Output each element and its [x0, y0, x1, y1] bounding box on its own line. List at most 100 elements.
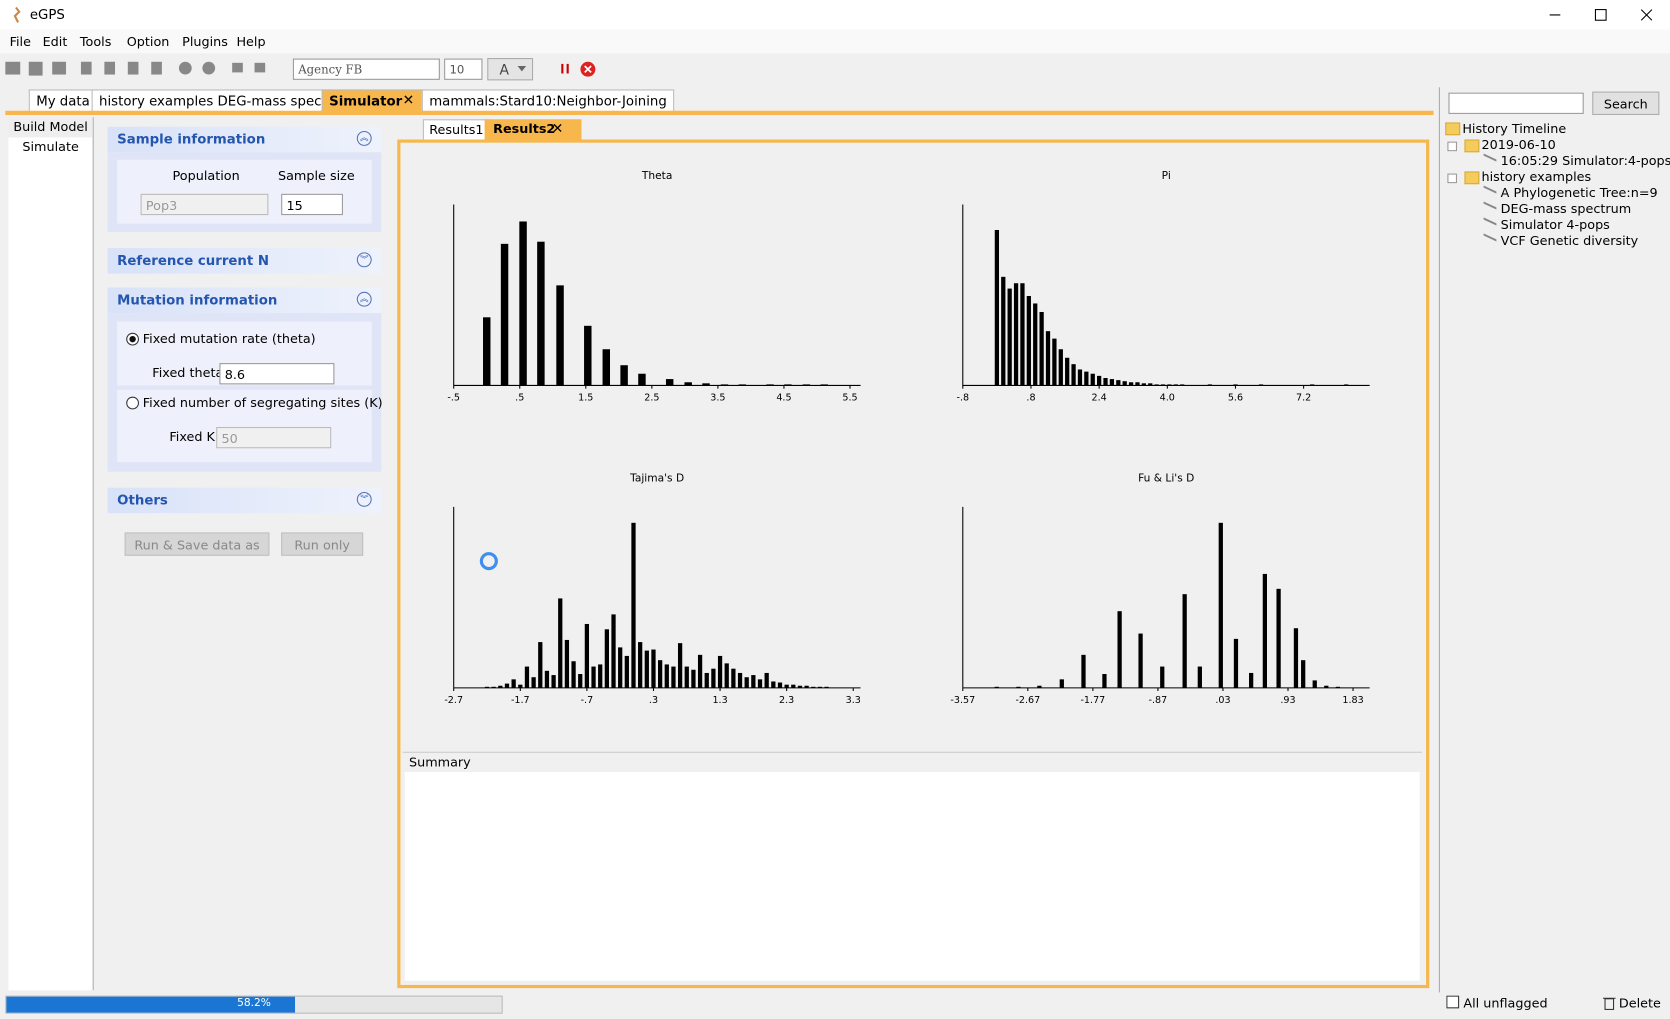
tree-leaf[interactable]: A Phylogenetic Tree:n=9	[1500, 185, 1658, 201]
bar	[1249, 672, 1254, 688]
bar	[1182, 594, 1187, 688]
tab-close[interactable]: ✕	[402, 92, 415, 109]
x-tick-label: 4.0	[1160, 392, 1175, 403]
radio[interactable]	[126, 396, 140, 410]
section-header[interactable]: Sample information ︽	[107, 126, 382, 153]
window-controls[interactable]	[1534, 0, 1670, 30]
menu-item[interactable]: Edit	[42, 34, 68, 49]
bar	[1310, 384, 1315, 386]
menu-item[interactable]: File	[9, 34, 31, 49]
bar	[518, 684, 523, 688]
bar	[1026, 296, 1031, 386]
bar	[711, 668, 716, 688]
menu-item[interactable]: Tools	[79, 34, 112, 49]
section-header[interactable]: Mutation information ︽	[107, 287, 382, 314]
section-header[interactable]: Reference current N ︾	[107, 248, 382, 274]
tree-node[interactable]: history examples	[1481, 169, 1592, 185]
bar	[717, 655, 723, 688]
bar	[1059, 679, 1064, 688]
bar	[1262, 573, 1268, 688]
bar	[1180, 384, 1185, 386]
delete-label[interactable]: Delete	[1618, 995, 1661, 1011]
checkbox-label[interactable]: All unflagged	[1463, 995, 1548, 1011]
bar	[1258, 384, 1264, 386]
chart-title: Tajima's D	[629, 471, 684, 484]
bar	[551, 675, 556, 688]
expander[interactable]	[1447, 141, 1457, 152]
x-tick-label: 1.5	[578, 392, 593, 403]
result-tab[interactable]: Results1	[422, 119, 490, 142]
collapse-icon[interactable]: ︽	[356, 130, 372, 146]
font-combo[interactable]: Agency FB	[292, 58, 440, 80]
section-title: Sample information	[117, 130, 266, 147]
nav-item[interactable]: Simulate	[22, 139, 79, 155]
menu-bar: File Edit Tools Option Plugins Help	[0, 29, 1670, 54]
leaf-icon	[1483, 217, 1497, 235]
radio-checked[interactable]	[126, 332, 140, 346]
x-tick-label: -.87	[1149, 695, 1168, 706]
bar	[731, 668, 736, 688]
tree-leaf[interactable]: Simulator 4-pops	[1500, 217, 1610, 233]
search-button[interactable]: Search	[1592, 91, 1660, 115]
expand-icon[interactable]: ︾	[356, 252, 372, 268]
bar	[724, 663, 729, 688]
x-tick-label: 7.2	[1296, 392, 1311, 403]
bar	[1071, 364, 1076, 386]
tree-node[interactable]: 2019-06-10	[1481, 137, 1556, 153]
x-tick-label: 5.6	[1228, 392, 1243, 403]
menu-item[interactable]: Plugins	[182, 34, 228, 49]
bar	[817, 686, 823, 688]
bar	[1020, 283, 1025, 386]
expand-icon[interactable]: ︾	[356, 491, 372, 507]
theta-option: Fixed mutation rate (theta) Fixed theta …	[117, 321, 372, 386]
bar	[1065, 357, 1070, 386]
tree-leaf[interactable]: 16:05:29 Simulator:4-pops	[1500, 153, 1670, 169]
x-tick-label: -1.7	[511, 695, 530, 706]
splitter[interactable]	[1438, 87, 1440, 993]
bar	[504, 683, 510, 688]
nav-item[interactable]: Build Model	[8, 117, 93, 138]
bar	[994, 686, 999, 688]
menu-item[interactable]: Option	[126, 34, 170, 49]
population-input: Pop3	[140, 193, 269, 216]
bar	[771, 681, 776, 688]
section-body: Fixed mutation rate (theta) Fixed theta …	[107, 313, 383, 472]
radio-label[interactable]: Fixed number of segregating sites (K)	[142, 395, 383, 410]
tab[interactable]: My data	[28, 89, 98, 112]
run-button[interactable]: Run only	[281, 532, 364, 556]
collapse-icon[interactable]: ︽	[356, 291, 372, 307]
bar	[631, 522, 636, 688]
radio-label[interactable]: Fixed mutation rate (theta)	[142, 331, 316, 347]
bar	[677, 643, 683, 688]
section-title: Mutation information	[117, 291, 278, 308]
tab[interactable]: history examples DEG-mass spectrum	[91, 89, 362, 112]
tab-close[interactable]: ✕	[551, 121, 564, 138]
x-tick-label: 5.5	[842, 392, 857, 403]
toolbar-icons[interactable]: A	[0, 53, 639, 85]
search-input[interactable]	[1448, 92, 1584, 114]
bar	[1090, 373, 1095, 386]
expander[interactable]	[1447, 173, 1457, 184]
run-save-button[interactable]: Run & Save data as	[124, 532, 270, 556]
tree-leaf[interactable]: DEG-mass spectrum	[1500, 201, 1632, 217]
bar	[524, 666, 530, 688]
menu-item[interactable]: Help	[236, 34, 266, 49]
tab[interactable]: mammals:Stard10:Neighbor-Joining	[421, 89, 675, 112]
checkbox[interactable]	[1446, 995, 1461, 1011]
bar	[1084, 371, 1089, 386]
bar	[664, 664, 669, 688]
trash-icon[interactable]	[1602, 996, 1616, 1011]
sample-size-input[interactable]: 15	[281, 193, 343, 216]
section-header[interactable]: Others ︾	[107, 487, 382, 514]
tab-active[interactable]: Simulator	[321, 89, 427, 112]
result-tab-active[interactable]: Results2	[484, 119, 582, 140]
size-combo[interactable]: 10	[444, 58, 483, 80]
tree-root[interactable]: History Timeline	[1462, 121, 1567, 137]
bar	[571, 661, 576, 688]
bar	[1077, 369, 1083, 386]
bar	[691, 669, 696, 688]
bar	[538, 642, 543, 688]
theta-input[interactable]: 8.6	[219, 363, 335, 385]
nav: Build Model Simulate	[8, 117, 94, 991]
tree-leaf[interactable]: VCF Genetic diversity	[1500, 233, 1639, 249]
